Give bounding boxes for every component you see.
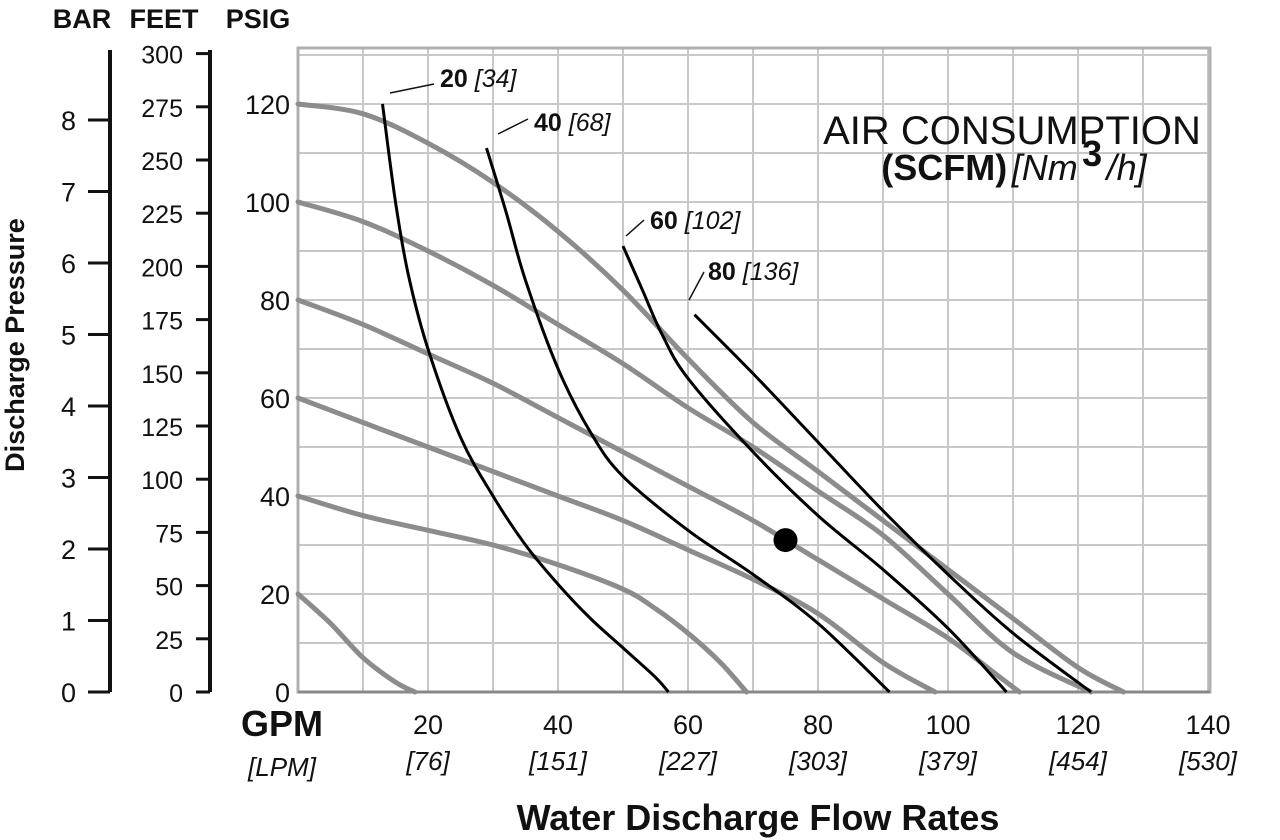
operating-point <box>773 528 798 553</box>
gpm-unit-label: GPM <box>241 703 323 744</box>
air-curve-label-scfm: 20 <box>440 65 475 93</box>
lpm-tick-label: [151] <box>528 746 588 776</box>
bar-tick-label: 5 <box>61 321 76 351</box>
air-curve-label-scfm: 80 <box>708 258 743 286</box>
air-curve-label-scfm: 60 <box>650 207 685 235</box>
air-curve-40-scfm <box>485 147 891 694</box>
gpm-tick-label: 80 <box>803 710 833 740</box>
air-curve-60-scfm <box>621 245 1008 694</box>
feet-tick-label: 300 <box>141 42 183 70</box>
air-unit-scfm: (SCFM) <box>881 147 1007 188</box>
psig-axis-header: PSIG <box>226 4 291 34</box>
air-curve-label-nm3h: [68] <box>568 109 612 137</box>
feet-axis-header: FEET <box>129 4 199 34</box>
psig-tick-label: 20 <box>260 580 290 610</box>
air-curve-labels: 20 [34] 40 [68] 60 [102] 80 [136] <box>389 65 799 301</box>
head-curve-100-psig <box>295 199 1094 695</box>
feet-tick-label: 150 <box>141 361 183 389</box>
air-curve-label-80: 80 [136] <box>708 258 799 286</box>
bar-tick-label: 7 <box>61 178 76 208</box>
lpm-tick-label: [303] <box>788 746 848 776</box>
air-curve-label-nm3h: [136] <box>742 258 800 286</box>
feet-tick-label: 0 <box>169 680 183 708</box>
feet-tick-label: 225 <box>141 201 183 229</box>
lpm-tick-label: [530] <box>1178 746 1238 776</box>
bar-tick-label: 3 <box>61 464 76 494</box>
axis-spines <box>88 50 212 694</box>
bar-tick-label: 2 <box>61 535 76 565</box>
air-unit-nm: [Nm <box>1011 147 1078 188</box>
feet-tick-label: 100 <box>141 467 183 495</box>
lpm-tick-label: [76] <box>405 746 450 776</box>
air-curve-20-scfm <box>381 103 670 693</box>
air-label-leader <box>625 219 645 237</box>
air-consumption-unit: (SCFM) [Nm 3 /h] <box>881 133 1147 188</box>
bar-axis-header: BAR <box>53 4 112 34</box>
gpm-tick-label: 40 <box>543 710 573 740</box>
air-curve-label-40: 40 [68] <box>534 109 612 137</box>
psig-tick-label: 0 <box>275 678 290 708</box>
bar-tick-label: 0 <box>61 678 76 708</box>
psig-tick-label: 80 <box>260 286 290 316</box>
feet-tick-label: 75 <box>155 520 183 548</box>
psig-tick-label: 40 <box>260 482 290 512</box>
air-curve-80-scfm <box>693 313 1092 694</box>
x-axis-title: Water Discharge Flow Rates <box>517 797 1000 838</box>
feet-tick-label: 200 <box>141 254 183 282</box>
feet-tick-label: 275 <box>141 95 183 123</box>
feet-tick-label: 175 <box>141 308 183 336</box>
feet-tick-label: 250 <box>141 148 183 176</box>
discharge-pressure-label: Discharge Pressure <box>0 218 30 472</box>
gpm-tick-label: 100 <box>925 710 970 740</box>
gpm-tick-label: 140 <box>1185 710 1230 740</box>
lpm-unit-label: [LPM] <box>247 752 317 782</box>
air-unit-sup: 3 <box>1082 133 1102 174</box>
psig-tick-label: 120 <box>245 90 290 120</box>
gpm-tick-label: 120 <box>1055 710 1100 740</box>
air-label-leader <box>389 83 435 94</box>
bar-tick-label: 8 <box>61 106 76 136</box>
feet-tick-label: 125 <box>141 414 183 442</box>
head-curve-40-psig <box>295 493 749 695</box>
psig-tick-label: 60 <box>260 384 290 414</box>
psig-tick-label: 100 <box>245 188 290 218</box>
air-curve-label-20: 20 [34] <box>440 65 518 93</box>
air-label-leader <box>688 271 705 301</box>
head-curve-20-psig <box>295 591 418 695</box>
tick-labels: 0204060801001200255075100125150175200225… <box>61 42 1238 776</box>
air-unit-h: /h] <box>1104 147 1148 188</box>
air-curve-label-60: 60 [102] <box>650 207 741 235</box>
gpm-tick-label: 20 <box>413 710 443 740</box>
head-curve-80-psig <box>295 297 1022 695</box>
air-curve-label-scfm: 40 <box>534 109 569 137</box>
lpm-tick-label: [454] <box>1048 746 1108 776</box>
air-consumption-title: AIR CONSUMPTION <box>823 109 1201 153</box>
air-curve-label-nm3h: [102] <box>684 207 742 235</box>
gpm-tick-label: 60 <box>673 710 703 740</box>
bar-tick-label: 4 <box>61 392 76 422</box>
head-curves <box>295 101 1126 695</box>
head-curve-120-psig <box>295 101 1126 695</box>
air-curve-label-nm3h: [34] <box>474 65 518 93</box>
bar-tick-label: 6 <box>61 249 76 279</box>
lpm-tick-label: [227] <box>658 746 718 776</box>
lpm-tick-label: [379] <box>918 746 978 776</box>
head-curve-60-psig <box>295 395 938 695</box>
feet-tick-label: 25 <box>155 627 183 655</box>
feet-tick-label: 50 <box>155 574 183 602</box>
air-label-leader <box>497 118 529 135</box>
bar-tick-label: 1 <box>61 607 76 637</box>
air-curves <box>381 103 1092 694</box>
